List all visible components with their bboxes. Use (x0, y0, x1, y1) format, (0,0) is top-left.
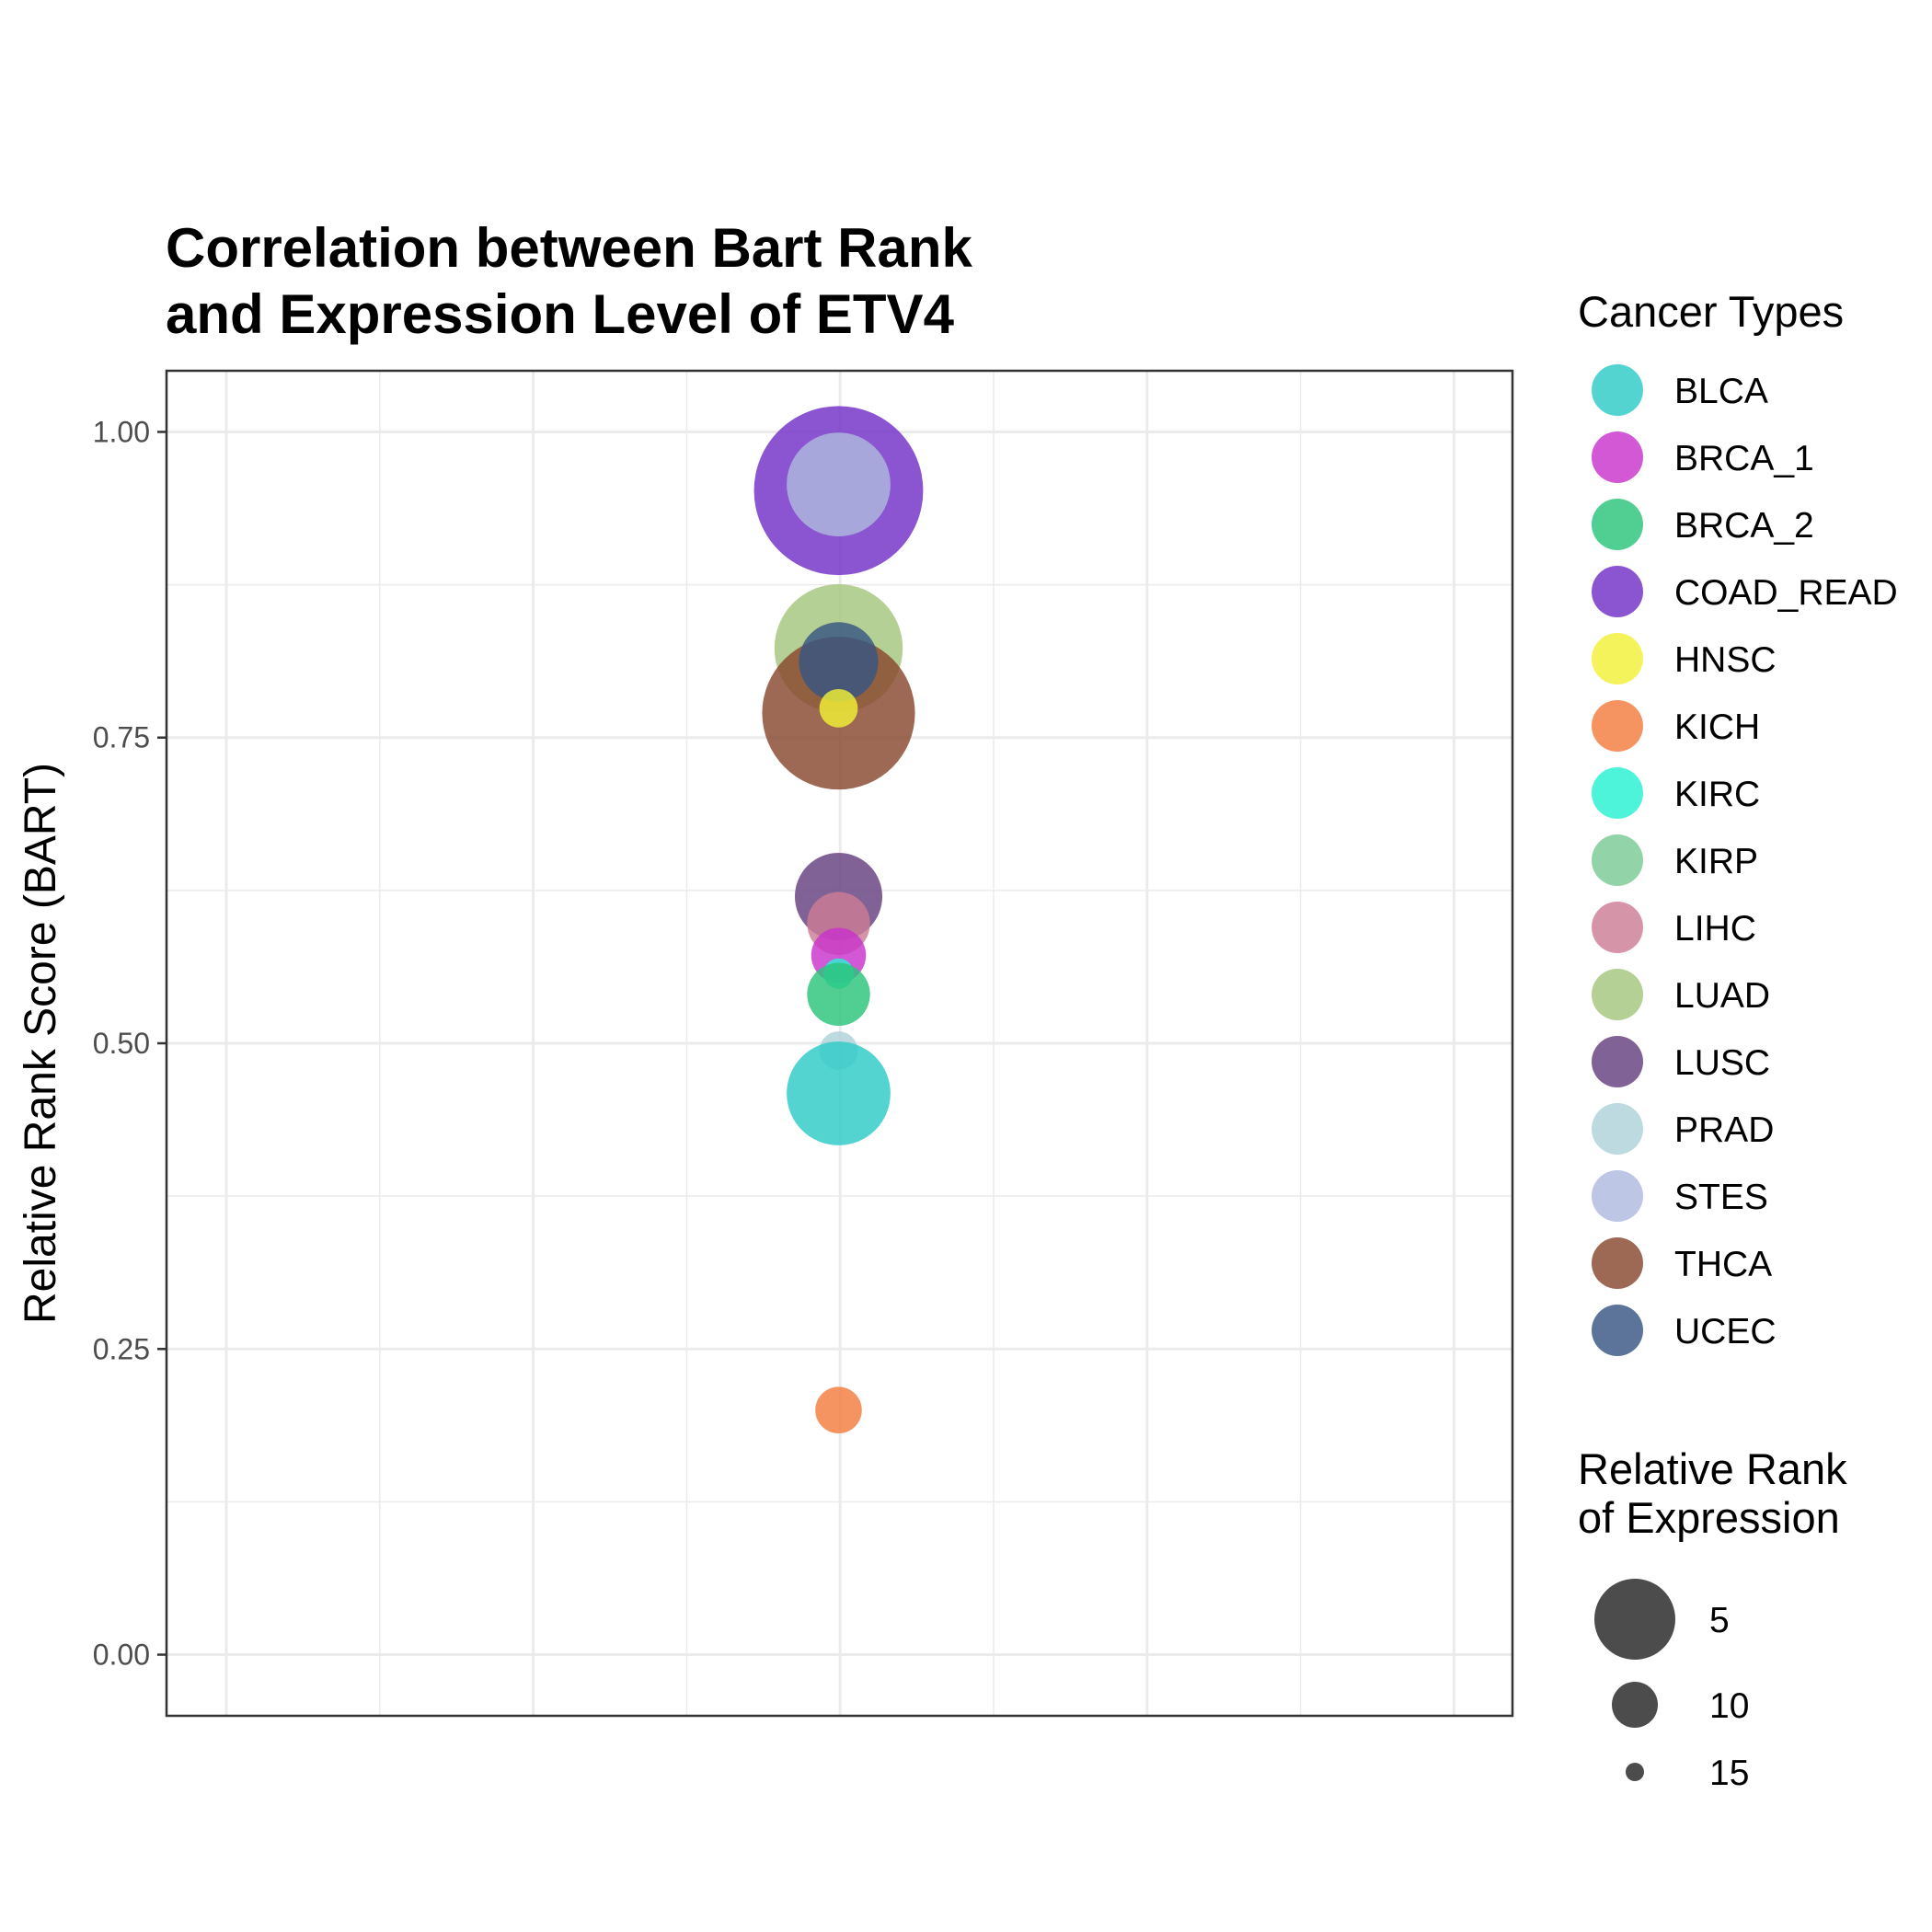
legend-label-hnsc: HNSC (1674, 640, 1777, 680)
chart-title-line-1: Correlation between Bart Rank (166, 217, 972, 279)
point-ucec (799, 622, 879, 702)
legend-key-ucec (1592, 1305, 1643, 1356)
legend-key-kirc (1592, 767, 1643, 819)
legend-key-hnsc (1592, 633, 1643, 684)
legend-key-kirp (1592, 834, 1643, 886)
legend-label-blca: BLCA (1674, 372, 1768, 411)
y-axis-title: Relative Rank Score (BART) (17, 763, 65, 1324)
legend-label-brca-2: BRCA_2 (1674, 506, 1814, 546)
y-axis: 0.00 0.25 0.50 0.75 1.00 (93, 415, 167, 1672)
legend-key-brca-1 (1592, 431, 1643, 483)
legend-label-lihc: LIHC (1674, 909, 1756, 949)
legend-label-ucec: UCEC (1674, 1312, 1777, 1351)
y-tick-label: 0.50 (93, 1027, 150, 1060)
legend-label-lusc: LUSC (1674, 1043, 1770, 1083)
point-hnsc (819, 688, 858, 728)
point-kich (815, 1386, 862, 1434)
size-label-5: 5 (1709, 1601, 1730, 1640)
legend-key-thca (1592, 1237, 1643, 1289)
size-key-15 (1626, 1763, 1644, 1781)
legend-key-brca-2 (1592, 499, 1643, 550)
legend-key-lusc (1592, 1036, 1643, 1087)
legend-label-kich: KICH (1674, 707, 1760, 747)
size-label-15: 15 (1709, 1754, 1749, 1793)
color-legend: Cancer Types BLCA BRCA_1 BRCA_2 COAD_READ HN… (1578, 287, 1898, 1356)
legend-label-brca-1: BRCA_1 (1674, 439, 1814, 478)
size-key-5 (1594, 1579, 1675, 1660)
plot-border (165, 369, 1514, 1718)
legend-key-blca (1592, 364, 1643, 416)
legend-label-stes: STES (1674, 1178, 1768, 1217)
y-tick-label: 0.75 (93, 721, 150, 754)
legend-label-kirp: KIRP (1674, 842, 1758, 881)
size-legend-title-line-1: Relative Rank (1578, 1444, 1847, 1493)
legend-key-prad (1592, 1103, 1643, 1155)
legend-label-luad: LUAD (1674, 976, 1770, 1016)
legend-key-kich (1592, 700, 1643, 752)
size-key-10 (1612, 1682, 1658, 1728)
point-brca-2 (807, 962, 870, 1027)
legend-key-coad-read (1592, 566, 1643, 617)
legend-label-thca: THCA (1674, 1245, 1772, 1284)
legend-label-kirc: KIRC (1674, 775, 1760, 814)
legend-key-lihc (1592, 902, 1643, 953)
legend-label-prad: PRAD (1674, 1110, 1774, 1150)
color-legend-title: Cancer Types (1578, 287, 1844, 336)
legend-label-coad-read: COAD_READ (1674, 573, 1898, 613)
size-legend: Relative Rank of Expression 5 10 15 (1578, 1444, 1847, 1793)
point-stes (787, 432, 891, 537)
point-blca (787, 1041, 891, 1145)
y-tick-label: 0.25 (93, 1332, 150, 1365)
data-points (753, 406, 924, 1434)
chart-title-line-2: and Expression Level of ETV4 (166, 283, 955, 345)
size-legend-title-line-2: of Expression (1578, 1493, 1840, 1542)
size-label-10: 10 (1709, 1686, 1749, 1726)
legend-key-luad (1592, 969, 1643, 1020)
legend-key-stes (1592, 1170, 1643, 1222)
y-tick-label: 1.00 (93, 415, 150, 448)
y-tick-label: 0.00 (93, 1639, 150, 1672)
